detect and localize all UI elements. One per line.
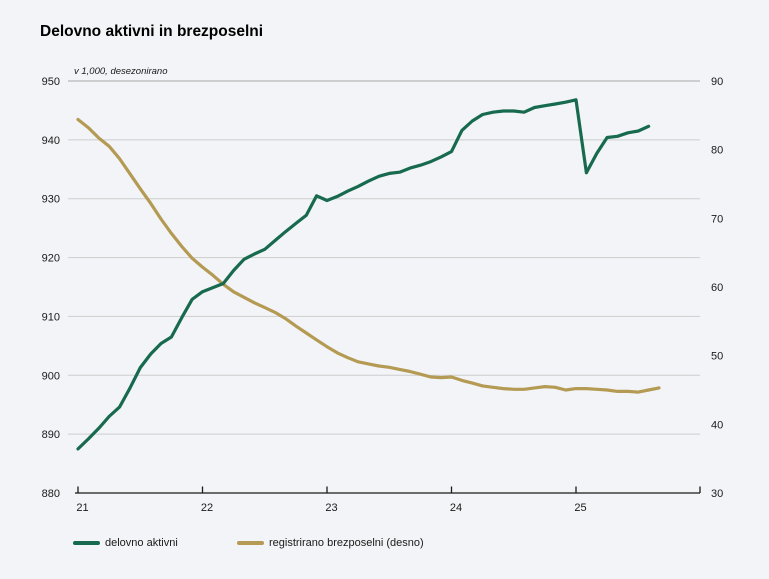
y-left-tick-label: 900 [42, 370, 60, 382]
y-right-tick-label: 30 [711, 488, 723, 500]
employed-line [76, 98, 651, 451]
employed-line-swatch [73, 541, 100, 545]
y-left-tick-label: 940 [42, 135, 60, 147]
unemployed-line-swatch [237, 541, 264, 545]
unemployed-line [76, 117, 661, 394]
chart-subtitle: v 1,000, desezonirano [74, 66, 168, 77]
y-right-tick-label: 80 [711, 145, 723, 157]
x-axis: 21 22 23 24 25 [75, 486, 701, 514]
y-right-tick-label: 50 [711, 351, 723, 363]
y-left-tick-label: 880 [42, 488, 60, 500]
gridlines [68, 80, 700, 435]
y-left-tick-label: 890 [42, 429, 60, 441]
legend-item-employed: delovno aktivni [73, 537, 178, 549]
x-axis-tick-label: 21 [76, 502, 88, 514]
chart-title: Delovno aktivni in brezposelni [40, 23, 264, 40]
y-right-tick-label: 40 [711, 419, 723, 431]
legend-item-unemployed: registrirano brezposelni (desno) [237, 537, 424, 549]
y-left-tick-label: 950 [42, 76, 60, 88]
legend-label-unemployed: registrirano brezposelni (desno) [269, 537, 424, 549]
y-right-tick-label: 60 [711, 282, 723, 294]
x-axis-tick-label: 22 [201, 502, 213, 514]
y-left-tick-label: 930 [42, 194, 60, 206]
x-axis-tick-label: 24 [450, 502, 462, 514]
x-axis-tick-label: 23 [325, 502, 337, 514]
y-left-tick-label: 920 [42, 253, 60, 265]
y-left-tick-label: 910 [42, 311, 60, 323]
y-axis-right-labels: 90 80 70 60 50 40 30 [711, 76, 723, 500]
y-right-tick-label: 70 [711, 213, 723, 225]
legend-label-employed: delovno aktivni [105, 537, 178, 549]
x-axis-tick-label: 25 [574, 502, 586, 514]
y-right-tick-label: 90 [711, 76, 723, 88]
y-axis-left-labels: 950 940 930 920 910 900 890 880 [42, 76, 60, 500]
